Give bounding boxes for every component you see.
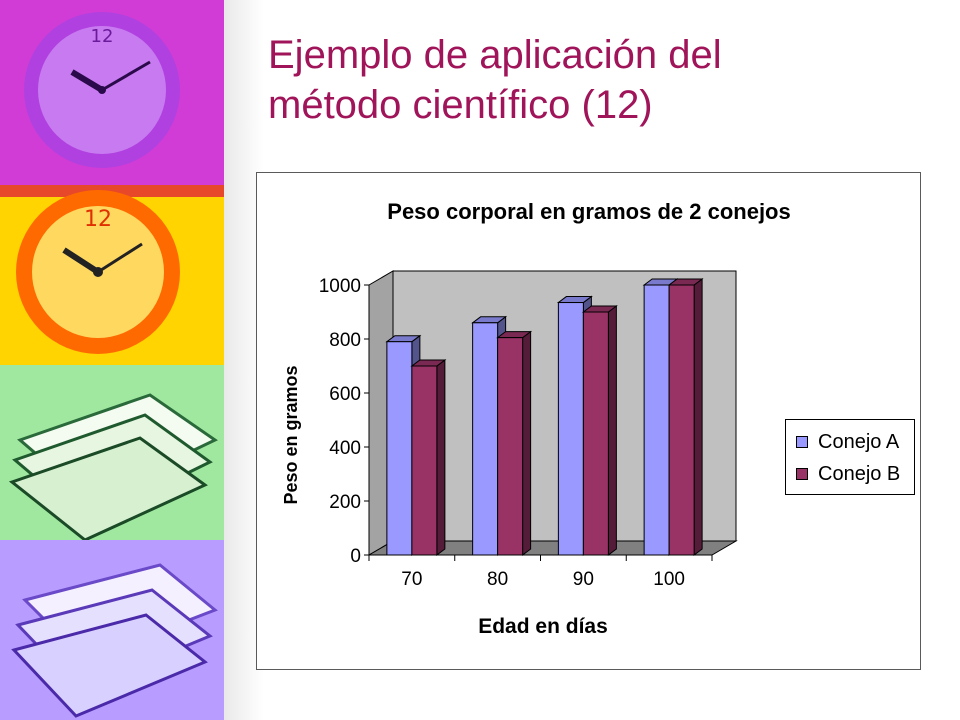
bar-conejo-b-70-side: [436, 359, 446, 556]
legend-item-conejo-a: Conejo A: [796, 426, 914, 458]
slide-title-line-2: método científico (12): [268, 83, 653, 127]
x-tick-label: 70: [401, 569, 422, 590]
y-tick-label: 0: [350, 546, 361, 567]
bar-conejo-b-80: [497, 337, 524, 556]
legend-swatch-conejo-b: [796, 468, 808, 480]
bar-conejo-a-90: [557, 302, 584, 556]
chart-legend: Conejo A Conejo B: [785, 419, 915, 495]
books-image-violet: [0, 540, 228, 720]
x-tick-label: 80: [487, 569, 508, 590]
bar-chart: 0 200 400 600 800 1000 70 80 90 100 Peso corporal …: [281, 199, 791, 638]
svg-text:12: 12: [91, 26, 114, 47]
clock-image-purple: 12: [0, 0, 228, 185]
bar-conejo-b-80-side: [522, 330, 532, 556]
decorative-side-strip: 12 12: [0, 0, 228, 720]
bar-conejo-b-90-side: [607, 305, 617, 556]
x-axis-label: Edad en días: [478, 615, 608, 638]
x-tick-label: 100: [653, 569, 685, 590]
slide-title: Ejemplo de aplicación del método científ…: [268, 30, 928, 130]
bar-conejo-a-70: [386, 341, 413, 556]
chart-title: Peso corporal en gramos de 2 conejos: [387, 199, 790, 224]
y-axis-label: Peso en gramos: [281, 365, 301, 504]
svg-text:12: 12: [84, 207, 112, 232]
bar-conejo-b-100: [668, 284, 695, 556]
clock-image-orange: 12: [0, 185, 228, 365]
y-tick-label: 200: [329, 492, 361, 513]
y-tick-label: 800: [329, 330, 361, 351]
bar-conejo-a-100: [643, 284, 670, 556]
legend-swatch-conejo-a: [796, 436, 808, 448]
y-tick-label: 1000: [319, 276, 361, 297]
books-image-green: [0, 365, 228, 542]
y-tick-label: 400: [329, 438, 361, 459]
legend-label-conejo-a: Conejo A: [818, 430, 900, 453]
bar-conejo-a-80: [472, 322, 499, 556]
x-tick-label: 90: [573, 569, 594, 590]
side-images: 12 12: [0, 0, 228, 720]
legend-item-conejo-b: Conejo B: [796, 458, 914, 490]
bar-conejo-b-90: [582, 311, 609, 556]
bar-conejo-b-70: [411, 365, 438, 556]
chart-container: 0 200 400 600 800 1000 70 80 90 100 Peso corporal …: [256, 172, 921, 670]
slide-title-line-1: Ejemplo de aplicación del: [268, 33, 722, 77]
legend-label-conejo-b: Conejo B: [818, 462, 901, 485]
bar-conejo-b-100-side: [693, 278, 703, 556]
y-tick-label: 600: [329, 384, 361, 405]
